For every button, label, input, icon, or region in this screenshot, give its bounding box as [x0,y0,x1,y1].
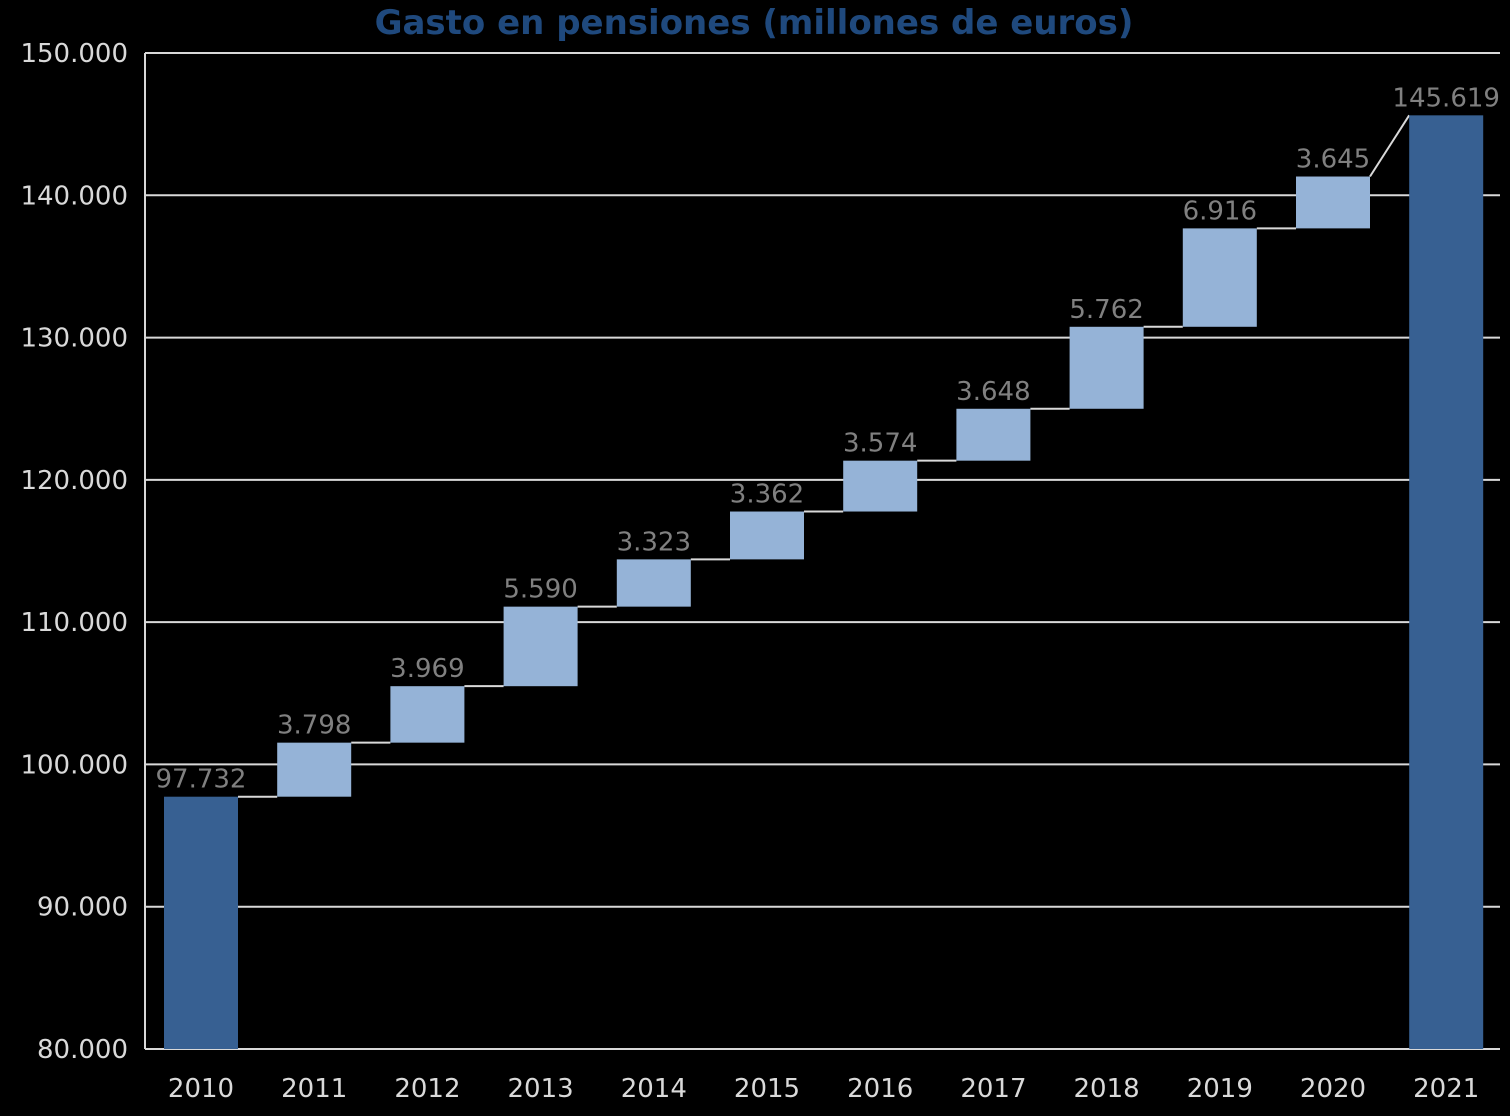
x-tick-label: 2012 [394,1074,460,1104]
x-tick-label: 2017 [960,1074,1026,1104]
value-label-2018: 5.762 [1069,295,1143,325]
value-label-2015: 3.362 [730,480,804,510]
y-tick-label: 140.000 [20,181,128,211]
value-label-2014: 3.323 [617,527,691,557]
value-label-2016: 3.574 [843,429,917,459]
bar-2021 [1409,115,1484,1049]
bars [164,115,1484,1049]
y-tick-label: 150.000 [20,39,128,69]
bar-2012 [390,686,465,743]
value-label-2021: 145.619 [1392,83,1500,113]
bar-2020 [1296,176,1370,229]
x-tick-label: 2013 [508,1074,574,1104]
bar-2016 [843,460,918,512]
value-label-2012: 3.969 [390,654,464,684]
y-tick-label: 120.000 [20,466,128,496]
y-tick-label: 130.000 [20,324,128,354]
x-tick-label: 2015 [734,1074,800,1104]
bar-2011 [277,742,352,797]
value-label-2013: 5.590 [503,575,577,605]
value-labels: 97.732 3.798 3.969 5.590 3.323 3.362 3.574 3.64… [156,83,1500,794]
bar-2018 [1069,326,1144,409]
value-label-2019: 6.916 [1183,196,1257,226]
x-tick-label: 2016 [847,1074,913,1104]
x-tick-label: 2010 [168,1074,234,1104]
x-tick-label: 2019 [1187,1074,1253,1104]
y-tick-label: 90.000 [37,893,128,923]
x-tick-label: 2020 [1300,1074,1366,1104]
value-label-2011: 3.798 [277,711,351,741]
x-tick-label: 2018 [1074,1074,1140,1104]
connector-line [1369,114,1411,178]
gridlines [144,52,1500,1050]
y-tick-label: 80.000 [37,1035,128,1065]
x-tick-label: 2014 [621,1074,687,1104]
x-tick-label: 2011 [281,1074,347,1104]
y-axis-ticks: 80.000 90.000 100.000 110.000 120.000 130.000… [20,39,128,1065]
bar-2010 [164,796,238,1049]
bar-2017 [956,408,1031,461]
y-tick-label: 100.000 [20,750,128,780]
value-label-2017: 3.648 [956,377,1030,407]
chart-title: Gasto en pensiones (millones de euros) [375,3,1134,43]
bar-2015 [730,511,804,560]
connectors [238,114,1411,798]
y-tick-label: 110.000 [20,608,128,638]
value-label-2020: 3.645 [1296,145,1370,175]
value-label-2010: 97.732 [156,765,247,795]
x-axis-ticks: 2010 2011 2012 2013 2014 2015 2016 2017 2018 2019… [168,1074,1479,1104]
bar-2019 [1182,228,1257,327]
bar-2013 [503,606,578,687]
x-tick-label: 2021 [1413,1074,1479,1104]
bar-2014 [616,559,691,607]
